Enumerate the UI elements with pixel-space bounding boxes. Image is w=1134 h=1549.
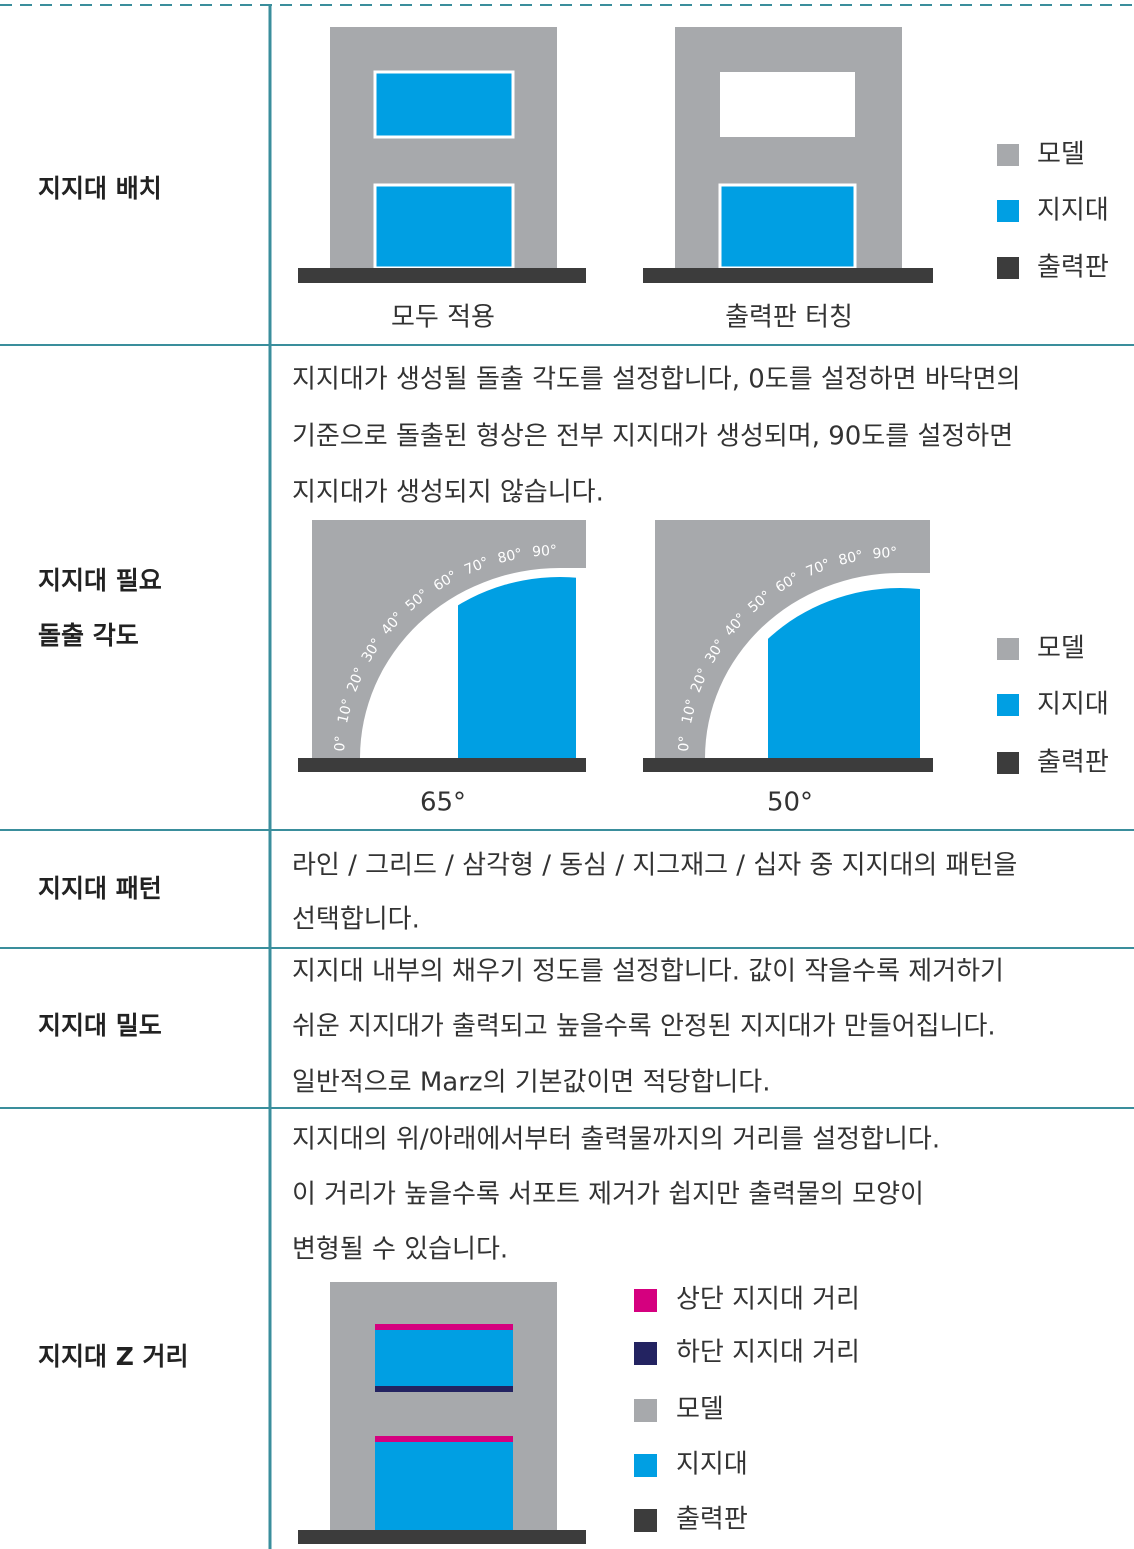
support <box>458 577 576 758</box>
row-label: 지지대 Z 거리 <box>38 1342 189 1371</box>
legend-label: 지지대 <box>1037 196 1109 226</box>
description: 지지대가 생성될 돌출 각도를 설정합니다, 0도를 설정하면 바닥면의 <box>292 365 1021 395</box>
row-label: 지지대 배치 <box>38 174 162 203</box>
legend-swatch <box>634 1399 657 1422</box>
description: 선택합니다. <box>292 905 420 935</box>
support <box>718 183 857 270</box>
description: 기준으로 돌출된 형상은 전부 지지대가 생성되며, 90도를 설정하면 <box>292 422 1013 452</box>
legend-label: 출력판 <box>1037 253 1109 283</box>
legend-label: 모델 <box>1037 634 1085 664</box>
support <box>375 1442 513 1530</box>
row-label: 지지대 패턴 <box>38 874 162 903</box>
row-label: 지지대 밀도 <box>38 1011 162 1040</box>
build-plate <box>643 268 933 283</box>
build-plate <box>643 758 933 772</box>
empty-gap <box>720 72 855 137</box>
support <box>373 70 515 139</box>
legend-swatch <box>997 144 1019 166</box>
top-distance <box>375 1436 513 1442</box>
legend-label: 모델 <box>676 1395 724 1425</box>
row-label: 지지대 필요 <box>38 566 162 595</box>
legend-swatch <box>997 752 1019 774</box>
description: 변형될 수 있습니다. <box>292 1235 508 1265</box>
build-plate <box>298 758 586 772</box>
legend-label: 지지대 <box>676 1450 748 1480</box>
build-plate <box>298 268 586 283</box>
legend-swatch <box>634 1454 657 1477</box>
angle-label: 80° <box>837 548 865 569</box>
legend-swatch <box>634 1342 657 1365</box>
description: 라인 / 그리드 / 삼각형 / 동심 / 지그재그 / 십자 중 지지대의 패… <box>292 851 1017 881</box>
legend-label: 지지대 <box>1037 690 1109 720</box>
bottom-distance <box>375 1386 513 1392</box>
angle-label: 90° <box>532 543 558 561</box>
row-label: 돌출 각도 <box>38 621 139 650</box>
description: 지지대의 위/아래에서부터 출력물까지의 거리를 설정합니다. <box>292 1125 940 1155</box>
description: 지지대 내부의 채우기 정도를 설정합니다. 값이 작을수록 제거하기 <box>292 957 1004 987</box>
angle-label: 0° <box>676 735 693 752</box>
angle-label: 10° <box>335 697 356 725</box>
figure-caption: 모두 적용 <box>391 303 495 333</box>
figure-caption: 65° <box>420 788 466 818</box>
support <box>373 183 515 270</box>
legend-label: 출력판 <box>676 1505 748 1535</box>
legend-label: 모델 <box>1037 140 1085 170</box>
legend-label: 출력판 <box>1037 748 1109 778</box>
legend-swatch <box>997 638 1019 660</box>
figure-caption: 50° <box>767 788 813 818</box>
description: 일반적으로 Marz의 기본값이면 적당합니다. <box>292 1068 770 1098</box>
legend-swatch <box>634 1289 657 1312</box>
legend-swatch <box>997 257 1019 279</box>
legend-swatch <box>997 694 1019 716</box>
support <box>375 1330 513 1386</box>
angle-label: 80° <box>496 546 524 567</box>
description: 지지대가 생성되지 않습니다. <box>292 478 604 508</box>
description: 이 거리가 높을수록 서포트 제거가 쉽지만 출력물의 모양이 <box>292 1180 924 1210</box>
legend-swatch <box>634 1509 657 1532</box>
description: 쉬운 지지대가 출력되고 높을수록 안정된 지지대가 만들어집니다. <box>292 1012 996 1042</box>
build-plate <box>298 1530 586 1544</box>
angle-label: 0° <box>332 735 349 752</box>
legend-label: 하단 지지대 거리 <box>676 1338 860 1368</box>
figure-caption: 출력판 터칭 <box>725 303 853 333</box>
legend-label: 상단 지지대 거리 <box>676 1285 860 1315</box>
angle-label: 10° <box>679 698 700 726</box>
top-distance <box>375 1324 513 1330</box>
legend-swatch <box>997 200 1019 222</box>
angle-label: 90° <box>872 545 898 563</box>
